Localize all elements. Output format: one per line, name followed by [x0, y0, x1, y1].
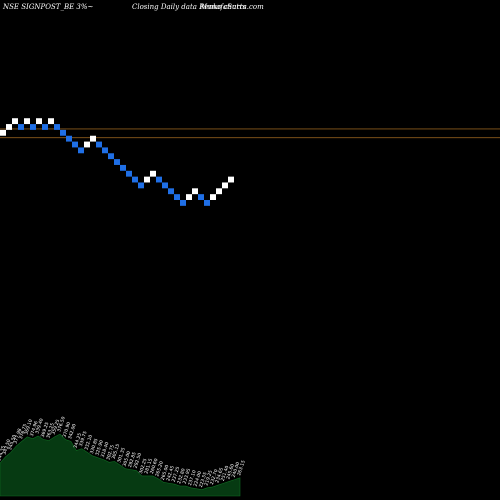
volume-label: 251.40: [220, 465, 231, 482]
volume-label: 344.25: [73, 432, 84, 449]
renko-brick-down: [120, 164, 126, 171]
renko-brick-down: [96, 141, 102, 148]
renko-brick-down: [126, 170, 132, 177]
renko-brick-up: [210, 194, 216, 200]
volume-label: 342.00: [67, 423, 78, 440]
renko-brick-down: [30, 124, 36, 130]
volume-label: 223.55: [198, 471, 209, 488]
volume-label: 240.00: [231, 461, 242, 478]
renko-brick-down: [66, 135, 72, 142]
volume-label: 237.25: [171, 466, 182, 483]
volume-label: 219.25: [203, 469, 214, 486]
volume-label: 234.65: [214, 467, 225, 484]
renko-brick-down: [114, 159, 120, 165]
volume-label: 233.95: [182, 468, 193, 485]
renko-brick-down: [162, 182, 168, 189]
volume-label: 339.75: [78, 430, 89, 447]
volume-label: 282.85: [127, 451, 138, 468]
renko-brick-up: [222, 182, 228, 189]
renko-brick-down: [108, 153, 114, 160]
volume-label: 292.50: [133, 452, 144, 469]
volume-label: 281.15: [143, 458, 154, 475]
volume-label: 265.20: [154, 460, 165, 477]
volume-label: 339.40: [34, 418, 45, 435]
renko-brick-up: [24, 118, 30, 125]
volume-label: 376.75: [18, 423, 29, 440]
renko-brick-up: [48, 118, 54, 125]
renko-brick-down: [54, 124, 60, 130]
renko-brick-down: [18, 124, 24, 130]
volume-area: [0, 433, 241, 497]
volume-label: 245.60: [225, 463, 236, 480]
renko-brick-up: [12, 118, 18, 125]
volume-label: 301.35: [116, 447, 127, 464]
renko-brick-down: [174, 194, 180, 200]
volume-label: 302.75: [105, 444, 116, 461]
renko-brick-up: [144, 176, 150, 183]
volume-label: 370.90: [62, 421, 73, 438]
renko-brick-up: [186, 194, 192, 200]
volume-label: 305.00: [122, 450, 133, 467]
renko-brick-up: [36, 118, 42, 125]
volume-label: 376.50: [56, 416, 67, 433]
volume-label: 377.98: [13, 428, 24, 445]
renko-brick-down: [204, 199, 210, 206]
chart-header-site: MunafaSutra.com: [200, 3, 264, 11]
renko-brick-down: [168, 188, 174, 195]
volume-label: 263.15: [236, 459, 247, 476]
volume-label: 343.50: [2, 439, 13, 456]
renko-brick-down: [138, 182, 144, 189]
volume-label: 260.60: [149, 458, 160, 475]
volume-label: 359.25: [51, 419, 62, 436]
volume-label: 369.10: [23, 419, 34, 436]
renko-brick-up: [0, 129, 6, 136]
renko-brick-up: [84, 141, 90, 148]
renko-brick-down: [78, 147, 84, 154]
volume-label: 318.40: [100, 441, 111, 458]
renko-brick-up: [6, 124, 12, 130]
renko-brick-down: [102, 147, 108, 154]
renko-brick-up: [90, 135, 96, 142]
volume-label: 332.10: [83, 434, 94, 451]
volume-label: 242.45: [165, 465, 176, 482]
renko-brick-up: [228, 176, 234, 183]
renko-brick-up: [150, 170, 156, 177]
volume-label: 363.25: [45, 422, 56, 439]
volume-label: 232.80: [176, 468, 187, 485]
volume-label: 302.25: [138, 458, 149, 475]
volume-label: 330.85: [89, 438, 100, 455]
renko-brick-down: [156, 176, 162, 183]
volume-label: 265.00: [160, 464, 171, 481]
chart-header-symbol: NSE SIGNPOST_BE 3%~: [3, 3, 94, 11]
renko-brick-up: [192, 188, 198, 195]
renko-brick-down: [42, 124, 48, 130]
chart-header-description: Closing Daily data Renko charts: [132, 3, 247, 11]
volume-label: 224.00: [193, 470, 204, 487]
renko-brick-down: [180, 199, 186, 206]
volume-label: 305.15: [111, 443, 122, 460]
volume-label: 345.50: [7, 434, 18, 451]
volume-label: 237.10: [187, 469, 198, 486]
volume-label: 232.70: [209, 469, 220, 486]
volume-label: 344.35: [0, 445, 7, 462]
renko-brick-up: [216, 188, 222, 195]
renko-brick-down: [60, 129, 66, 136]
renko-brick-down: [72, 141, 78, 148]
volume-label: 369.25: [40, 421, 51, 438]
volume-label: 374.96: [29, 420, 40, 437]
renko-brick-down: [198, 194, 204, 200]
volume-label: 325.90: [94, 439, 105, 456]
renko-brick-down: [132, 176, 138, 183]
